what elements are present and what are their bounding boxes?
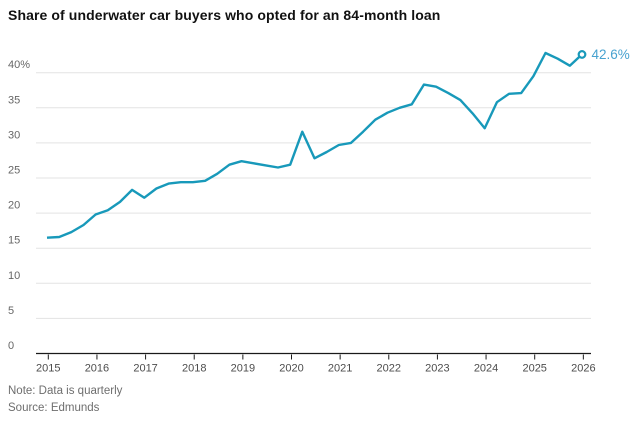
data-series-line (46, 51, 583, 239)
x-axis-tick-label: 2018 (182, 363, 206, 375)
y-axis-tick-label: 20 (8, 200, 20, 212)
x-axis-tick-label: 2019 (231, 363, 255, 375)
chart-footnotes: Note: Data is quarterly Source: Edmunds (8, 383, 122, 416)
y-axis-tick-label: 10 (8, 270, 20, 282)
last-point-marker (577, 50, 587, 59)
y-axis-tick-label: 40% (8, 59, 30, 71)
x-axis-tick-label: 2020 (279, 363, 303, 375)
y-axis-tick-label: 15 (8, 235, 20, 247)
x-axis-tick-label: 2026 (571, 363, 595, 375)
y-axis-tick-label: 35 (8, 94, 20, 106)
y-axis-tick-label: 25 (8, 165, 20, 177)
x-axis-tick-label: 2023 (425, 363, 449, 375)
y-axis-tick-label: 5 (8, 305, 14, 317)
last-value-label: 42.6% (592, 47, 630, 62)
x-axis-tick-label: 2016 (85, 363, 109, 375)
x-axis-tick-label: 2017 (133, 363, 157, 375)
x-axis-tick-label: 2015 (36, 363, 60, 375)
x-axis-tick-label: 2021 (328, 363, 352, 375)
chart-title: Share of underwater car buyers who opted… (8, 7, 441, 23)
y-axis-tick-label: 30 (8, 129, 20, 141)
x-axis-tick-label: 2024 (474, 363, 498, 375)
chart-note: Note: Data is quarterly (8, 385, 123, 397)
x-axis-tick-label: 2025 (522, 363, 546, 375)
chart-source: Source: Edmunds (8, 401, 100, 414)
x-axis-tick-label: 2022 (377, 363, 401, 375)
y-axis-tick-label: 0 (8, 340, 14, 352)
